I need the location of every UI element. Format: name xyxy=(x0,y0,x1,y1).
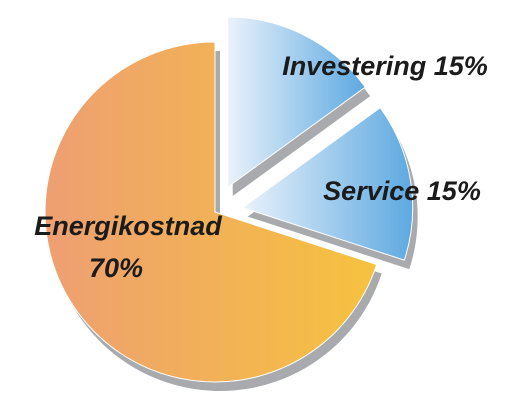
pie-slice xyxy=(241,106,414,261)
value-label: 15% xyxy=(427,176,481,206)
category-label: Energikostnad xyxy=(34,211,222,241)
slice-label: Service 15% xyxy=(323,176,481,206)
category-label: Investering xyxy=(282,51,427,81)
value-label: 70% xyxy=(89,253,143,283)
value-label: 15% xyxy=(434,51,488,81)
category-label: Service xyxy=(323,176,419,206)
pie-slice xyxy=(44,41,378,383)
slice-label: Investering 15% xyxy=(282,51,488,81)
pie-slice xyxy=(227,16,366,189)
